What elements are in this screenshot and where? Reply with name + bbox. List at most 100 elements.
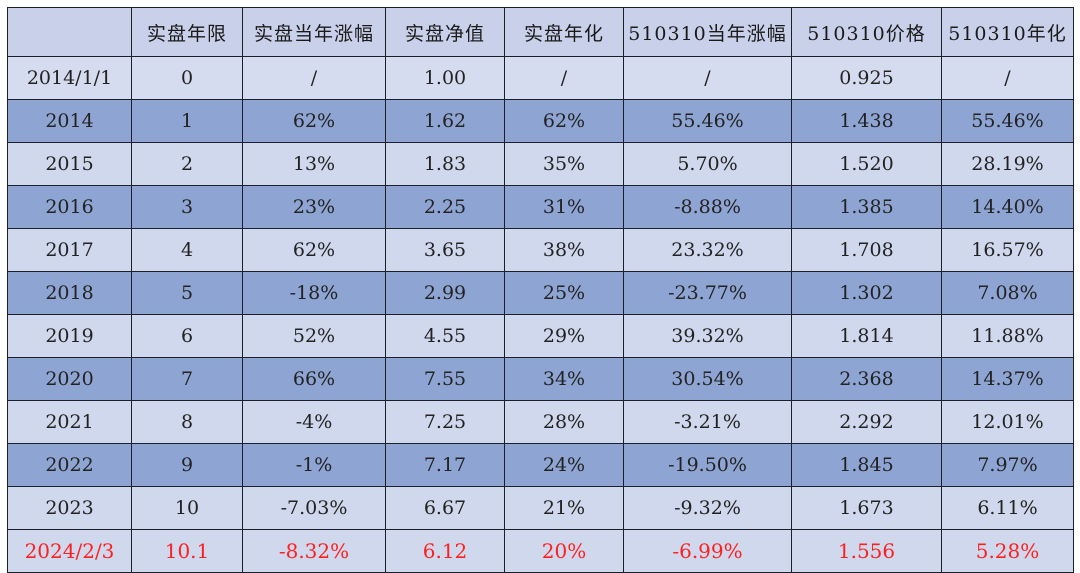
table-cell: 39.32%	[623, 314, 792, 358]
table-row: 2018 5 -18% 2.99 25% -23.77% 1.302 7.08%	[7, 271, 1074, 315]
table-cell: -18%	[242, 271, 386, 315]
table-cell: 1.438	[791, 99, 942, 143]
table-cell: 3.65	[385, 228, 505, 272]
table-cell: 4.55	[385, 314, 505, 358]
table-cell: 8	[131, 400, 243, 444]
table-cell: 55.46%	[623, 99, 792, 143]
table-cell: 29%	[504, 314, 624, 358]
table-cell: 2.292	[791, 400, 942, 444]
table-cell: -3.21%	[623, 400, 792, 444]
table-cell: 12.01%	[941, 400, 1074, 444]
table-cell: 2021	[7, 400, 132, 444]
table-cell: 13%	[242, 142, 386, 186]
table-cell: 5.28%	[941, 529, 1074, 573]
table-cell: 2016	[7, 185, 132, 229]
header-cell-years: 实盘年限	[131, 7, 243, 57]
table-cell: 1.556	[791, 529, 942, 573]
table-cell: 55.46%	[941, 99, 1074, 143]
table-cell: 6	[131, 314, 243, 358]
table-row: 2021 8 -4% 7.25 28% -3.21% 2.292 12.01%	[7, 400, 1074, 444]
header-cell-net-value: 实盘净值	[385, 7, 505, 57]
table-cell: 2014	[7, 99, 132, 143]
table-row: 2019 6 52% 4.55 29% 39.32% 1.814 11.88%	[7, 314, 1074, 358]
header-cell-510310-annualized: 510310年化	[941, 7, 1074, 57]
table-cell: 2019	[7, 314, 132, 358]
table-cell: 62%	[242, 228, 386, 272]
table-cell: -23.77%	[623, 271, 792, 315]
table-cell: 6.12	[385, 529, 505, 573]
table-cell: 2024/2/3	[7, 529, 132, 573]
table-cell: /	[504, 56, 624, 100]
table-cell: 7	[131, 357, 243, 401]
table-cell: 2	[131, 142, 243, 186]
table-cell: /	[941, 56, 1074, 100]
table-cell: -6.99%	[623, 529, 792, 573]
table-cell: 4	[131, 228, 243, 272]
table-cell: 2017	[7, 228, 132, 272]
table-cell: 66%	[242, 357, 386, 401]
table-cell: 7.97%	[941, 443, 1074, 487]
table-cell: -1%	[242, 443, 386, 487]
table-cell: -19.50%	[623, 443, 792, 487]
table-header-row: 实盘年限 实盘当年涨幅 实盘净值 实盘年化 510310当年涨幅 510310价…	[7, 7, 1074, 57]
table-row-latest: 2024/2/3 10.1 -8.32% 6.12 20% -6.99% 1.5…	[7, 529, 1074, 573]
table-row: 2022 9 -1% 7.17 24% -19.50% 1.845 7.97%	[7, 443, 1074, 487]
table-cell: 30.54%	[623, 357, 792, 401]
table-cell: 28.19%	[941, 142, 1074, 186]
table-cell: /	[623, 56, 792, 100]
table-cell: 23.32%	[623, 228, 792, 272]
header-cell-510310-price: 510310价格	[791, 7, 942, 57]
table-cell: -4%	[242, 400, 386, 444]
table-cell: 1.83	[385, 142, 505, 186]
table-cell: 2015	[7, 142, 132, 186]
table-cell: 7.08%	[941, 271, 1074, 315]
table-row: 2014/1/1 0 / 1.00 / / 0.925 /	[7, 56, 1074, 100]
table-cell: 2018	[7, 271, 132, 315]
table-cell: 1.62	[385, 99, 505, 143]
table-cell: 24%	[504, 443, 624, 487]
returns-table-container: 实盘年限 实盘当年涨幅 实盘净值 实盘年化 510310当年涨幅 510310价…	[7, 7, 1074, 573]
table-cell: 6.67	[385, 486, 505, 530]
table-cell: -8.32%	[242, 529, 386, 573]
table-cell: 3	[131, 185, 243, 229]
table-cell: 62%	[242, 99, 386, 143]
table-cell: 6.11%	[941, 486, 1074, 530]
table-cell: 2.99	[385, 271, 505, 315]
table-cell: 2014/1/1	[7, 56, 132, 100]
table-cell: 0	[131, 56, 243, 100]
header-cell-annualized: 实盘年化	[504, 7, 624, 57]
table-row: 2017 4 62% 3.65 38% 23.32% 1.708 16.57%	[7, 228, 1074, 272]
returns-table: 实盘年限 实盘当年涨幅 实盘净值 实盘年化 510310当年涨幅 510310价…	[7, 7, 1074, 573]
table-cell: 7.17	[385, 443, 505, 487]
table-cell: 2.368	[791, 357, 942, 401]
table-cell: 10	[131, 486, 243, 530]
table-cell: 52%	[242, 314, 386, 358]
table-cell: 21%	[504, 486, 624, 530]
table-cell: /	[242, 56, 386, 100]
table-cell: 35%	[504, 142, 624, 186]
table-cell: 1.00	[385, 56, 505, 100]
table-cell: 25%	[504, 271, 624, 315]
table-cell: 2.25	[385, 185, 505, 229]
table-cell: 2022	[7, 443, 132, 487]
table-cell: 2023	[7, 486, 132, 530]
table-cell: 16.57%	[941, 228, 1074, 272]
table-row: 2014 1 62% 1.62 62% 55.46% 1.438 55.46%	[7, 99, 1074, 143]
table-cell: 11.88%	[941, 314, 1074, 358]
table-cell: 7.55	[385, 357, 505, 401]
table-row: 2015 2 13% 1.83 35% 5.70% 1.520 28.19%	[7, 142, 1074, 186]
table-cell: 5	[131, 271, 243, 315]
table-cell: 34%	[504, 357, 624, 401]
table-cell: 1.520	[791, 142, 942, 186]
table-cell: 14.37%	[941, 357, 1074, 401]
table-row: 2023 10 -7.03% 6.67 21% -9.32% 1.673 6.1…	[7, 486, 1074, 530]
header-cell-annual-gain: 实盘当年涨幅	[242, 7, 386, 57]
table-cell: 1.814	[791, 314, 942, 358]
table-cell: 1.673	[791, 486, 942, 530]
table-cell: 20%	[504, 529, 624, 573]
table-row: 2020 7 66% 7.55 34% 30.54% 2.368 14.37%	[7, 357, 1074, 401]
table-cell: 9	[131, 443, 243, 487]
header-cell-510310-gain: 510310当年涨幅	[623, 7, 792, 57]
table-cell: 2020	[7, 357, 132, 401]
table-row: 2016 3 23% 2.25 31% -8.88% 1.385 14.40%	[7, 185, 1074, 229]
